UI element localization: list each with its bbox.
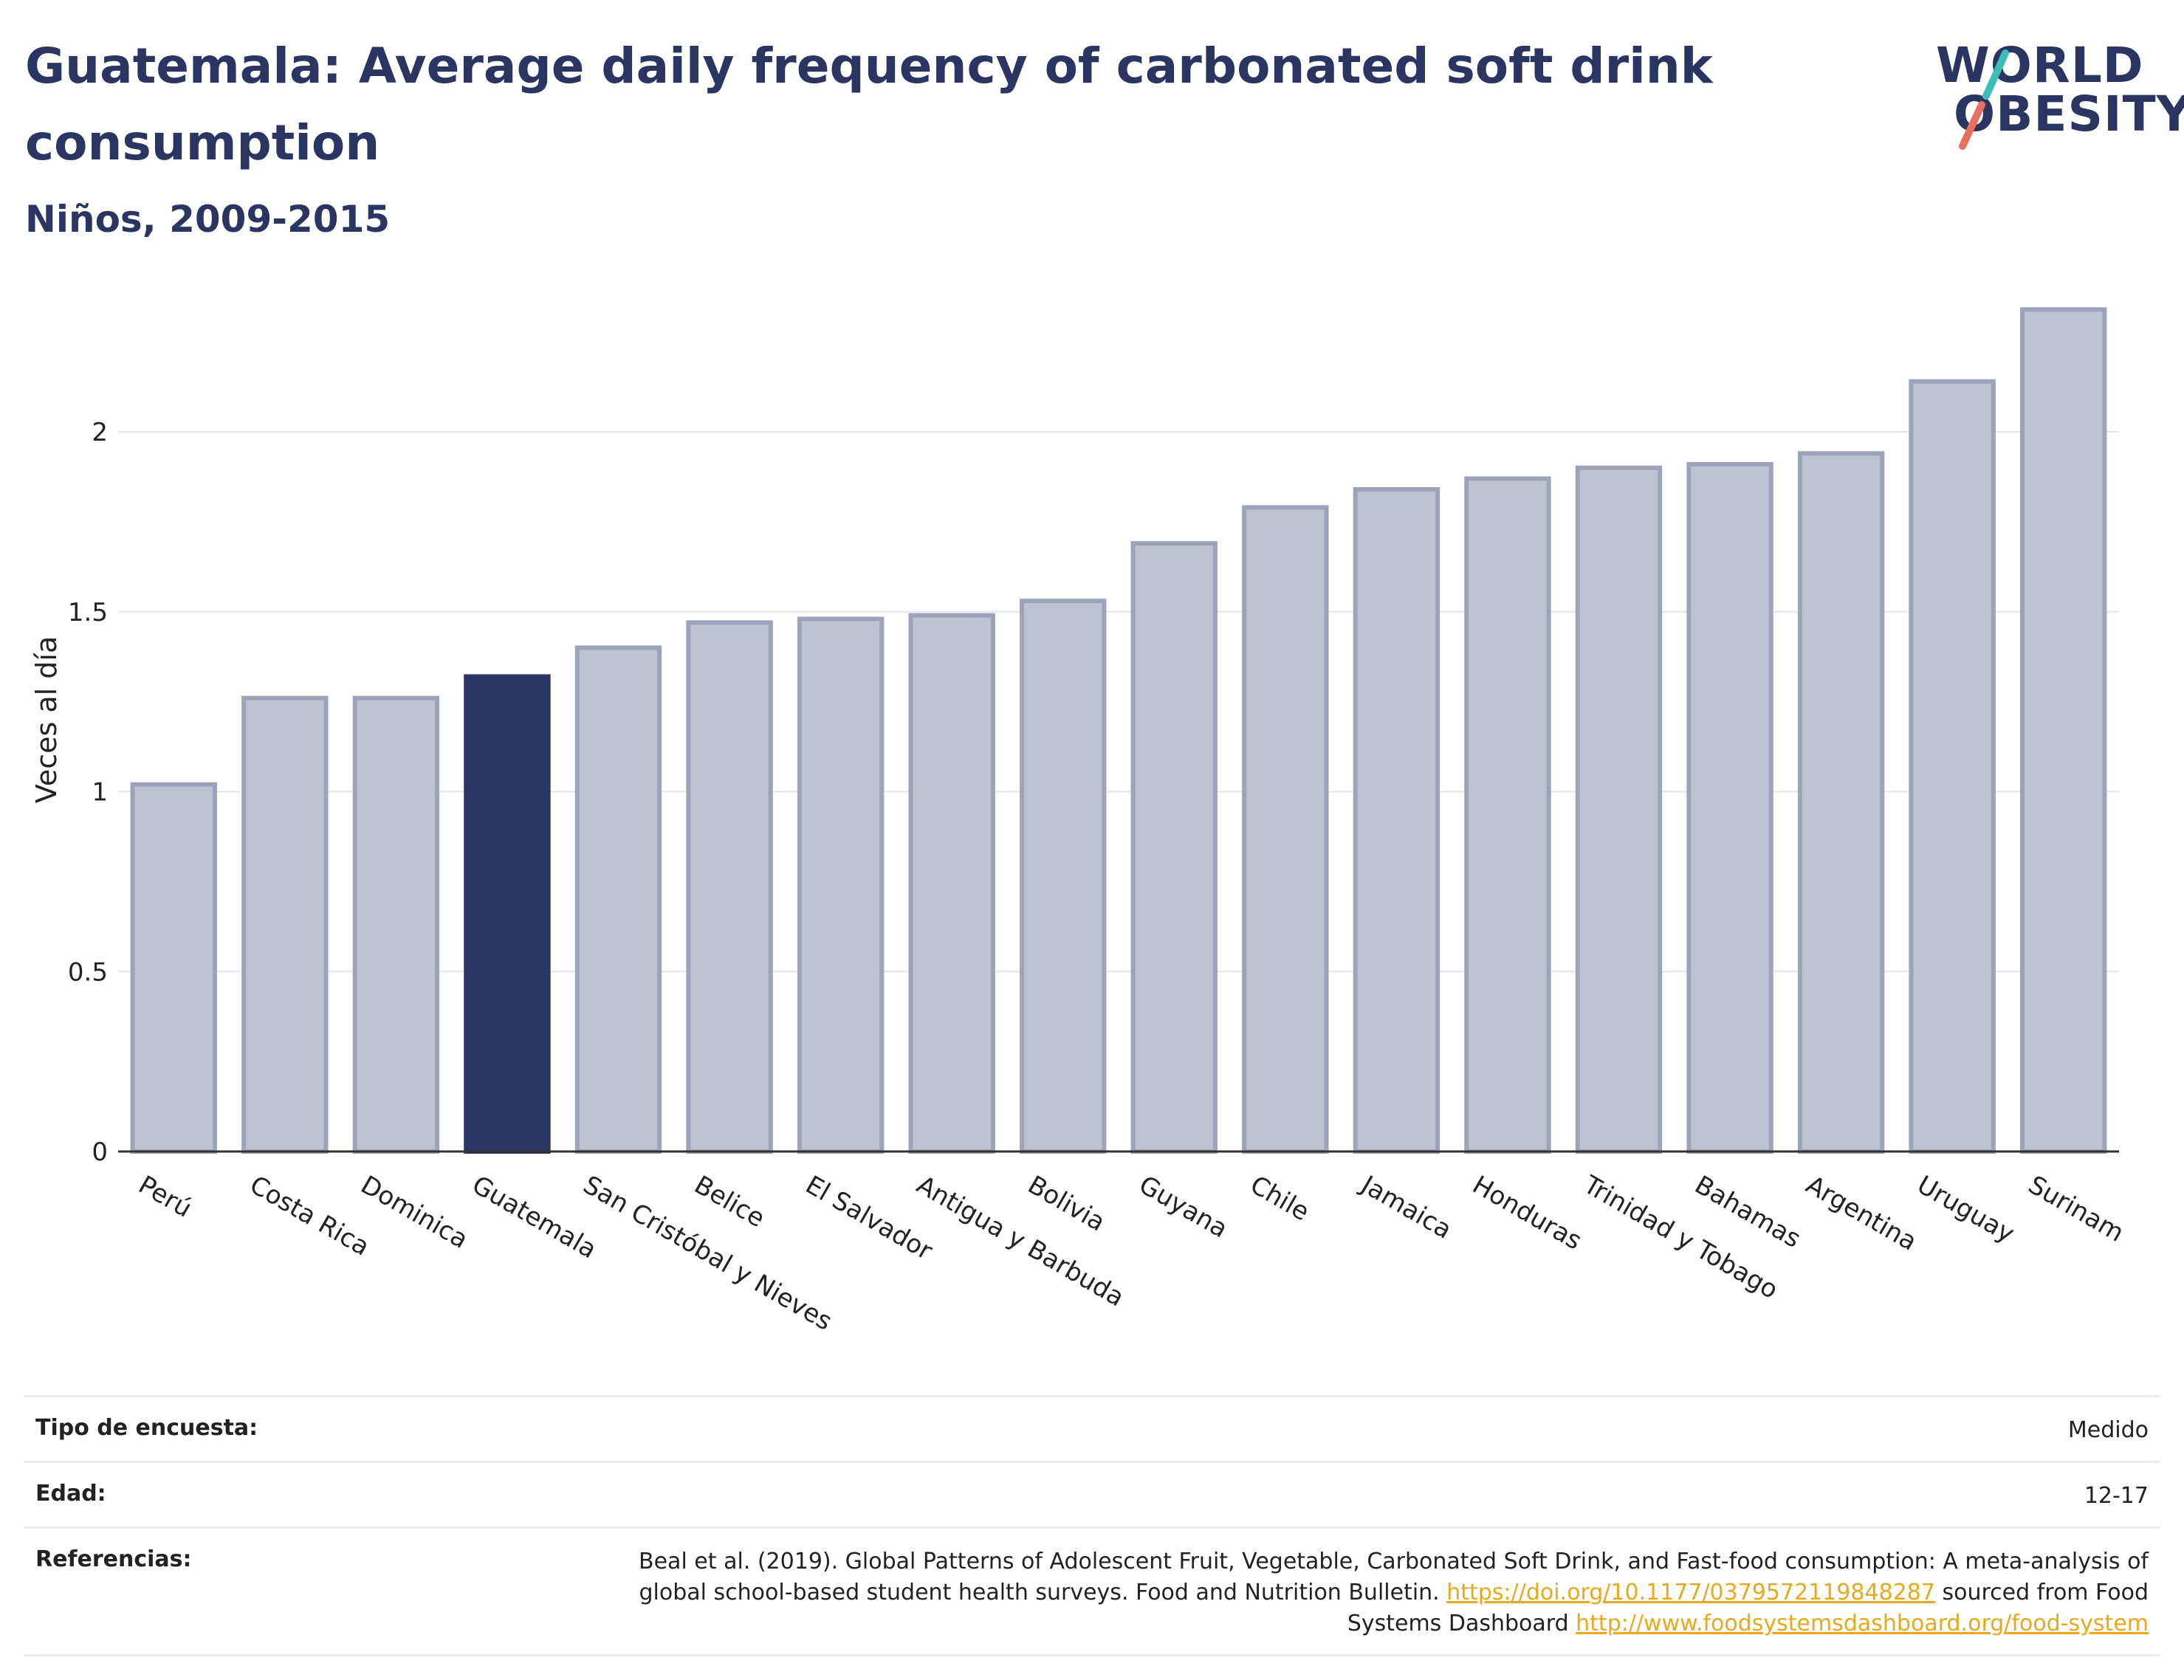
- x-tick-label: Uruguay: [1912, 1170, 2019, 1249]
- reference-dashboard-link[interactable]: http://www.foodsystemsdashboard.org/food…: [1576, 1611, 2149, 1636]
- x-tick-label: Trinidad y Tobago: [1578, 1170, 1783, 1305]
- x-tick-label: Chile: [1245, 1170, 1314, 1227]
- grid-lines: [118, 431, 2119, 973]
- world-obesity-logo: WORLD OBESITY: [1927, 22, 2184, 162]
- y-axis-ticks: 0 0.5 1 1.5 2: [68, 418, 108, 1167]
- bar: [1020, 599, 1107, 1154]
- x-tick-label: Dominica: [356, 1170, 473, 1255]
- x-tick-label: Surinam: [2023, 1170, 2129, 1248]
- logo-slash-icon: [1959, 49, 2009, 150]
- x-tick-label: Honduras: [1467, 1170, 1587, 1256]
- reference-source-text: sourced from Food Systems Dashboard: [1347, 1580, 2149, 1636]
- x-tick-label: Argentina: [1801, 1170, 1922, 1257]
- x-tick-label: Guyana: [1134, 1170, 1233, 1244]
- survey-type-label: Tipo de encuesta:: [35, 1415, 258, 1441]
- bar: [352, 695, 440, 1154]
- info-row-references: Referencias: Beal et al. (2019). Global …: [24, 1526, 2160, 1656]
- info-row-survey: Tipo de encuesta: Medido: [24, 1395, 2160, 1461]
- bar: [1686, 461, 1773, 1154]
- references-value: Beal et al. (2019). Global Patterns of A…: [635, 1546, 2149, 1639]
- age-label: Edad:: [35, 1481, 106, 1507]
- bar: [130, 782, 217, 1154]
- reference-doi-link[interactable]: https://doi.org/10.1177/0379572119848287: [1446, 1580, 1935, 1605]
- bar: [1242, 505, 1329, 1154]
- x-tick-label: Antigua y Barbuda: [912, 1170, 1130, 1312]
- x-tick-label: Bolivia: [1023, 1170, 1110, 1237]
- bars: [130, 307, 2107, 1154]
- y-axis-label: Veces al día: [30, 636, 63, 803]
- logo-line-obesity: OBESITY: [1954, 86, 2184, 142]
- x-tick-label: Belice: [690, 1170, 770, 1233]
- bar: [1909, 379, 1996, 1154]
- info-table: Tipo de encuesta: Medido Edad: 12-17 Ref…: [24, 1395, 2160, 1656]
- y-tick-label: 0.5: [68, 957, 108, 987]
- survey-type-value: Medido: [2067, 1417, 2149, 1443]
- bar: [908, 613, 995, 1154]
- age-value: 12-17: [2084, 1483, 2149, 1509]
- bar: [241, 695, 329, 1154]
- x-tick-label: Perú: [134, 1170, 197, 1224]
- y-tick-label: 1.5: [68, 598, 108, 627]
- bar: [1130, 541, 1218, 1154]
- logo-line-world: WORLD: [1936, 37, 2144, 94]
- bar: [797, 616, 885, 1154]
- chart-title: Guatemala: Average daily frequency of ca…: [25, 38, 1713, 171]
- reference-citation: Beal et al. (2019). Global Patterns of A…: [639, 1549, 2149, 1605]
- y-tick-label: 2: [92, 418, 108, 447]
- y-tick-label: 0: [92, 1137, 108, 1167]
- bar: [1575, 465, 1663, 1154]
- x-tick-label: Costa Rica: [244, 1170, 374, 1262]
- bar: [1797, 451, 1885, 1154]
- bar: [686, 620, 773, 1154]
- bar: [464, 674, 551, 1154]
- bar: [2020, 307, 2107, 1154]
- x-tick-label: Jamaica: [1355, 1169, 1457, 1245]
- x-tick-label: Guatemala: [467, 1170, 601, 1264]
- bar: [574, 645, 662, 1154]
- bar: [1353, 487, 1440, 1154]
- chart-subtitle: Niños, 2009-2015: [25, 198, 391, 241]
- bar-chart: 0 0.5 1 1.5 2 Perú Costa RicaDominicaGuatemal…: [30, 307, 2129, 1337]
- bar: [1464, 476, 1551, 1154]
- y-tick-label: 1: [92, 778, 108, 808]
- x-tick-label: El Salvador: [800, 1170, 937, 1266]
- info-row-age: Edad: 12-17: [24, 1461, 2160, 1526]
- references-label: Referencias:: [35, 1546, 192, 1572]
